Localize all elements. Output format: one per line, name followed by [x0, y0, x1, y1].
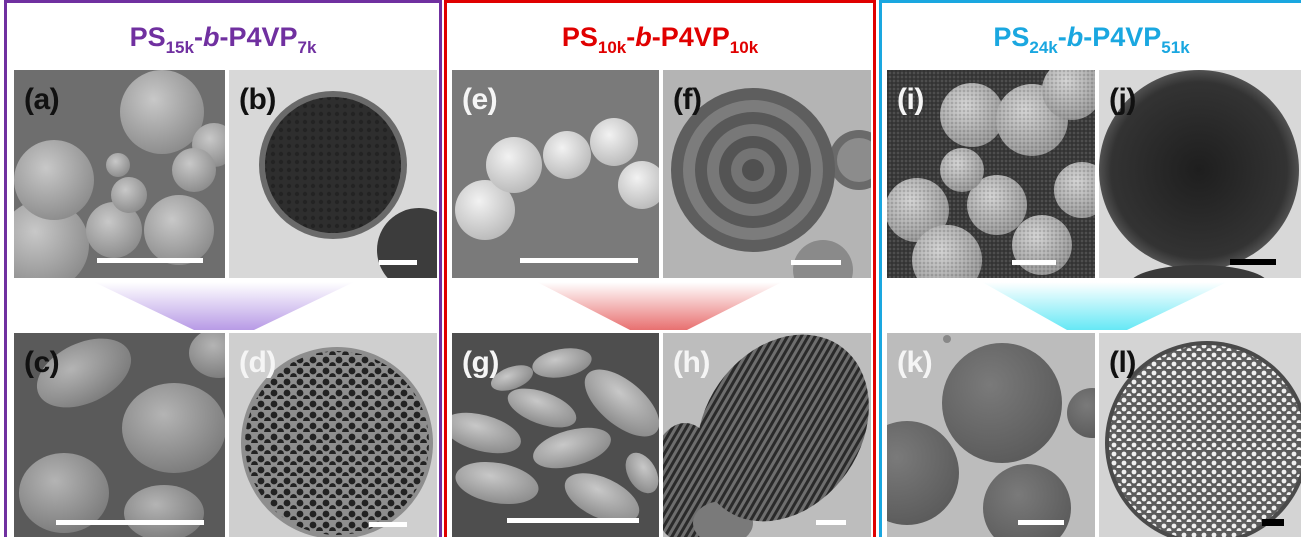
panel-d-tem-ellipsoid: (d) — [229, 333, 437, 537]
scale-bar — [56, 520, 204, 525]
panel-label-b: (b) — [239, 83, 276, 116]
panel-l-tem-ellipsoid: (l) — [1099, 333, 1301, 537]
group-title: PS10k-b-P4VP10k — [561, 22, 759, 57]
panel-label-f: (f) — [673, 83, 702, 116]
sem-ellipsoids-image — [14, 333, 225, 537]
panel-label-a: (a) — [24, 83, 60, 116]
group-ps15k-p4vp7k: PS15k-b-P4VP7k — [4, 0, 442, 537]
panel-label-l: (l) — [1109, 346, 1136, 379]
panel-j-tem-sphere: (j) — [1099, 70, 1301, 278]
scale-bar — [791, 260, 841, 265]
panel-b-tem-sphere: (b) — [229, 70, 437, 278]
scale-bar — [520, 258, 638, 263]
transformation-arrow — [94, 282, 354, 330]
tem-ellipsoid-image — [663, 333, 871, 537]
sem-spheres-image — [14, 70, 225, 278]
scale-bar — [1018, 520, 1064, 525]
group-title: PS15k-b-P4VP7k — [129, 22, 317, 57]
sem-spheres-image — [887, 70, 1095, 278]
tem-ellipsoids-image — [887, 333, 1095, 537]
panel-label-g: (g) — [462, 346, 499, 379]
tem-ellipsoid-image — [1099, 333, 1301, 537]
scale-bar — [816, 520, 846, 525]
panel-label-i: (i) — [897, 83, 924, 116]
panel-label-j: (j) — [1109, 83, 1136, 116]
scale-bar — [507, 518, 639, 523]
scale-bar — [97, 258, 203, 263]
panel-label-d: (d) — [239, 346, 276, 379]
panel-f-tem-sphere: (f) — [663, 70, 871, 278]
panel-label-e: (e) — [462, 83, 498, 116]
panel-label-h: (h) — [673, 346, 710, 379]
panel-g-sem-ellipsoids: (g) — [452, 333, 659, 537]
scale-bar — [369, 522, 407, 527]
panel-label-c: (c) — [24, 346, 60, 379]
transformation-arrow — [537, 282, 782, 330]
sem-ellipsoids-image — [452, 333, 659, 537]
group-ps24k-p4vp51k: PS24k-b-P4VP51k — [879, 0, 1301, 537]
panel-a-sem-spheres: (a) — [14, 70, 225, 278]
sem-spheres-image — [452, 70, 659, 278]
group-ps10k-p4vp10k: PS10k-b-P4VP10k — [444, 0, 876, 537]
panel-i-sem-spheres: (i) — [887, 70, 1095, 278]
panel-h-tem-ellipsoid: (h) — [663, 333, 871, 537]
scale-bar — [1262, 519, 1284, 526]
scale-bar — [1230, 259, 1276, 265]
tem-sphere-image — [663, 70, 871, 278]
panel-e-sem-spheres: (e) — [452, 70, 659, 278]
tem-sphere-image — [1099, 70, 1301, 278]
panel-label-k: (k) — [897, 346, 933, 379]
group-title: PS24k-b-P4VP51k — [993, 22, 1190, 57]
tem-sphere-image — [229, 70, 437, 278]
panel-k-tem-ellipsoids: (k) — [887, 333, 1095, 537]
panel-c-sem-ellipsoids: (c) — [14, 333, 225, 537]
scale-bar — [379, 260, 417, 265]
transformation-arrow — [982, 282, 1227, 330]
tem-ellipsoid-image — [229, 333, 437, 537]
scale-bar — [1012, 260, 1056, 265]
